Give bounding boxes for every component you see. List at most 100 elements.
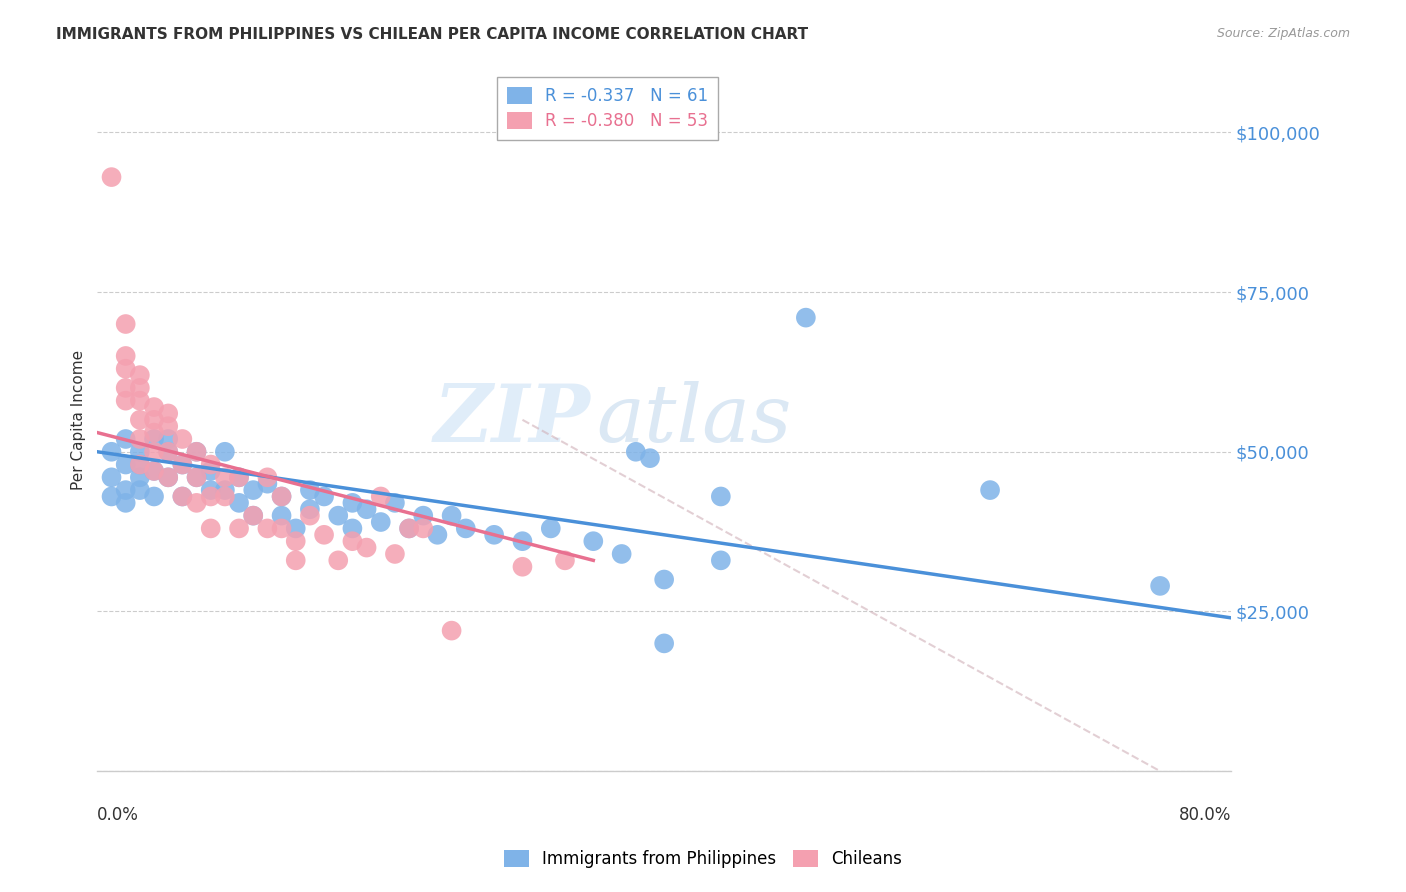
Point xyxy=(143,444,166,458)
Point xyxy=(1149,579,1171,593)
Point xyxy=(412,521,434,535)
Point xyxy=(228,470,250,484)
Point xyxy=(384,496,406,510)
Point xyxy=(143,400,166,414)
Point xyxy=(214,490,236,504)
Point xyxy=(370,490,392,504)
Point xyxy=(482,528,505,542)
Point xyxy=(143,432,166,446)
Point xyxy=(114,483,136,497)
Point xyxy=(200,458,222,472)
Point xyxy=(242,508,264,523)
Point xyxy=(610,547,633,561)
Point xyxy=(270,490,292,504)
Point xyxy=(114,432,136,446)
Point xyxy=(342,521,364,535)
Point xyxy=(624,444,647,458)
Point xyxy=(710,553,733,567)
Point xyxy=(328,508,350,523)
Point xyxy=(214,483,236,497)
Point xyxy=(270,521,292,535)
Point xyxy=(356,541,378,555)
Point xyxy=(128,483,150,497)
Point xyxy=(157,444,180,458)
Point xyxy=(128,381,150,395)
Point xyxy=(256,476,278,491)
Point xyxy=(172,432,194,446)
Point xyxy=(128,368,150,383)
Point xyxy=(172,490,194,504)
Point xyxy=(328,553,350,567)
Point xyxy=(298,502,321,516)
Point xyxy=(128,444,150,458)
Point xyxy=(128,458,150,472)
Point xyxy=(128,470,150,484)
Point xyxy=(454,521,477,535)
Point xyxy=(370,515,392,529)
Text: atlas: atlas xyxy=(596,381,792,458)
Point xyxy=(200,464,222,478)
Point xyxy=(114,317,136,331)
Point xyxy=(143,464,166,478)
Point xyxy=(256,521,278,535)
Point xyxy=(186,470,208,484)
Point xyxy=(128,432,150,446)
Point xyxy=(143,413,166,427)
Point xyxy=(242,483,264,497)
Point xyxy=(312,528,335,542)
Point xyxy=(979,483,1001,497)
Text: Source: ZipAtlas.com: Source: ZipAtlas.com xyxy=(1216,27,1350,40)
Point xyxy=(186,444,208,458)
Point xyxy=(172,490,194,504)
Point xyxy=(114,393,136,408)
Point xyxy=(440,508,463,523)
Point xyxy=(554,553,576,567)
Point xyxy=(114,496,136,510)
Point xyxy=(384,547,406,561)
Point xyxy=(342,534,364,549)
Point xyxy=(114,361,136,376)
Point xyxy=(298,508,321,523)
Point xyxy=(256,470,278,484)
Point xyxy=(356,502,378,516)
Point xyxy=(143,464,166,478)
Point xyxy=(114,458,136,472)
Point xyxy=(128,458,150,472)
Point xyxy=(200,483,222,497)
Text: IMMIGRANTS FROM PHILIPPINES VS CHILEAN PER CAPITA INCOME CORRELATION CHART: IMMIGRANTS FROM PHILIPPINES VS CHILEAN P… xyxy=(56,27,808,42)
Point xyxy=(312,490,335,504)
Point xyxy=(214,444,236,458)
Point xyxy=(342,496,364,510)
Point xyxy=(284,534,307,549)
Text: ZIP: ZIP xyxy=(433,381,591,458)
Point xyxy=(270,508,292,523)
Point xyxy=(186,444,208,458)
Point xyxy=(157,444,180,458)
Point xyxy=(284,521,307,535)
Point xyxy=(100,170,122,185)
Point xyxy=(242,508,264,523)
Point xyxy=(710,490,733,504)
Point xyxy=(582,534,605,549)
Point xyxy=(228,496,250,510)
Point xyxy=(426,528,449,542)
Point xyxy=(143,425,166,440)
Point xyxy=(157,406,180,420)
Point xyxy=(186,470,208,484)
Point xyxy=(652,636,675,650)
Point xyxy=(157,470,180,484)
Point xyxy=(512,534,534,549)
Point xyxy=(157,419,180,434)
Point xyxy=(114,381,136,395)
Text: 0.0%: 0.0% xyxy=(97,806,139,824)
Point xyxy=(114,349,136,363)
Point xyxy=(100,470,122,484)
Point xyxy=(412,508,434,523)
Point xyxy=(128,413,150,427)
Point xyxy=(270,490,292,504)
Point xyxy=(157,470,180,484)
Point xyxy=(540,521,562,535)
Point xyxy=(172,458,194,472)
Point xyxy=(186,496,208,510)
Point xyxy=(398,521,420,535)
